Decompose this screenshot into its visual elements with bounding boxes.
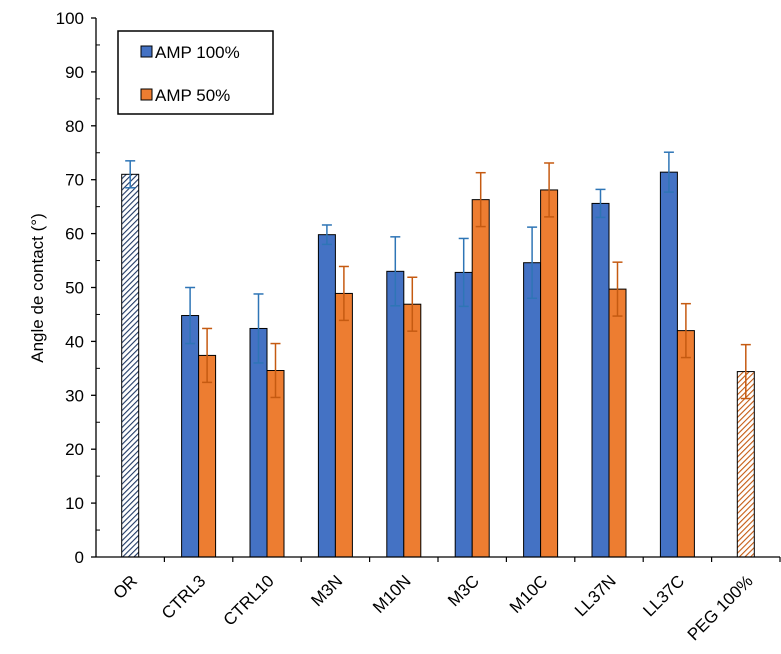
bar-m10c-amp-100 (523, 262, 542, 558)
bar-m3n-amp-50 (334, 292, 353, 558)
error-bar-m3n-amp-100 (321, 224, 332, 246)
error-bar-m10c-amp-100 (527, 226, 538, 300)
y-tick-label: 0 (75, 548, 84, 567)
error-bar-m10c-amp-50 (544, 162, 555, 218)
y-tick-label: 10 (65, 494, 84, 513)
bar-or-amp-100 (121, 173, 140, 558)
error-bar-ctrl3-amp-50 (202, 327, 213, 384)
x-tick-label-or: OR (110, 571, 141, 602)
error-bar-ll37c-amp-100 (663, 151, 674, 193)
error-bar-peg-100-amp-50 (740, 343, 751, 400)
bar-ll37n-amp-50 (608, 288, 627, 558)
legend-label-amp-100: AMP 100% (155, 43, 240, 62)
bar-ctrl10-amp-50 (266, 370, 285, 558)
error-bar-m3n-amp-50 (338, 265, 349, 322)
x-tick-label-m3n: M3N (307, 571, 346, 610)
y-tick-label: 80 (65, 117, 84, 136)
y-tick-label: 100 (56, 9, 84, 28)
error-bar-m10n-amp-100 (390, 236, 401, 307)
error-bar-ll37c-amp-50 (680, 302, 691, 359)
error-bar-ctrl3-amp-100 (185, 286, 196, 345)
x-tick-label-m10c: M10C (506, 571, 552, 617)
y-tick-label: 40 (65, 332, 84, 351)
legend-swatch-amp-50 (140, 88, 153, 101)
bar-m10n-amp-100 (386, 270, 405, 558)
x-tick-label-ll37n: LL37N (571, 571, 620, 620)
x-tick-label-ll37c: LL37C (639, 571, 688, 620)
legend: AMP 100% AMP 50% (117, 30, 274, 115)
bar-ctrl3-amp-100 (181, 315, 200, 558)
legend-swatch-amp-100 (140, 45, 153, 58)
bar-ll37n-amp-100 (591, 202, 610, 558)
bar-m3c-amp-100 (454, 271, 473, 558)
y-axis: 0 10 20 30 40 50 60 70 80 90 100 (56, 9, 100, 567)
error-bar-m3c-amp-100 (458, 237, 469, 308)
bar-m10c-amp-50 (540, 189, 559, 558)
y-tick-label: 60 (65, 225, 84, 244)
error-bar-ctrl10-amp-50 (270, 342, 281, 399)
plot-area (121, 151, 755, 558)
x-tick-label-ctrl10: CTRL10 (220, 571, 278, 629)
x-tick-label-ctrl3: CTRL3 (158, 571, 210, 623)
error-bar-ll37n-amp-100 (595, 188, 606, 219)
bar-m3c-amp-50 (471, 199, 490, 558)
x-tick-label-peg-100: PEG 100% (684, 571, 757, 644)
x-tick-label-m10n: M10N (369, 571, 415, 617)
error-bar-m3c-amp-50 (475, 171, 486, 228)
y-tick-label: 20 (65, 440, 84, 459)
error-bar-or-amp-100 (125, 160, 136, 189)
y-tick-label: 50 (65, 279, 84, 298)
bar-ctrl3-amp-50 (198, 354, 217, 558)
y-axis-title: Angle de contact (°) (28, 213, 47, 363)
bar-ll37c-amp-50 (676, 330, 695, 558)
y-tick-label: 90 (65, 63, 84, 82)
error-bar-ctrl10-amp-100 (253, 293, 264, 364)
y-tick-label: 70 (65, 171, 84, 190)
bar-m10n-amp-50 (403, 303, 422, 558)
legend-label-amp-50: AMP 50% (155, 86, 230, 105)
bar-m3n-amp-100 (317, 234, 336, 558)
bar-peg-100-amp-50 (736, 371, 755, 558)
error-bar-m10n-amp-50 (407, 276, 418, 332)
y-tick-label: 30 (65, 386, 84, 405)
bar-ll37c-amp-100 (659, 171, 678, 558)
x-axis: OR CTRL3 CTRL10 M3N M10N M3C M10C LL37N LL37CPEG… (96, 556, 781, 644)
error-bar-ll37n-amp-50 (612, 261, 623, 317)
x-tick-label-m3c: M3C (444, 571, 483, 610)
